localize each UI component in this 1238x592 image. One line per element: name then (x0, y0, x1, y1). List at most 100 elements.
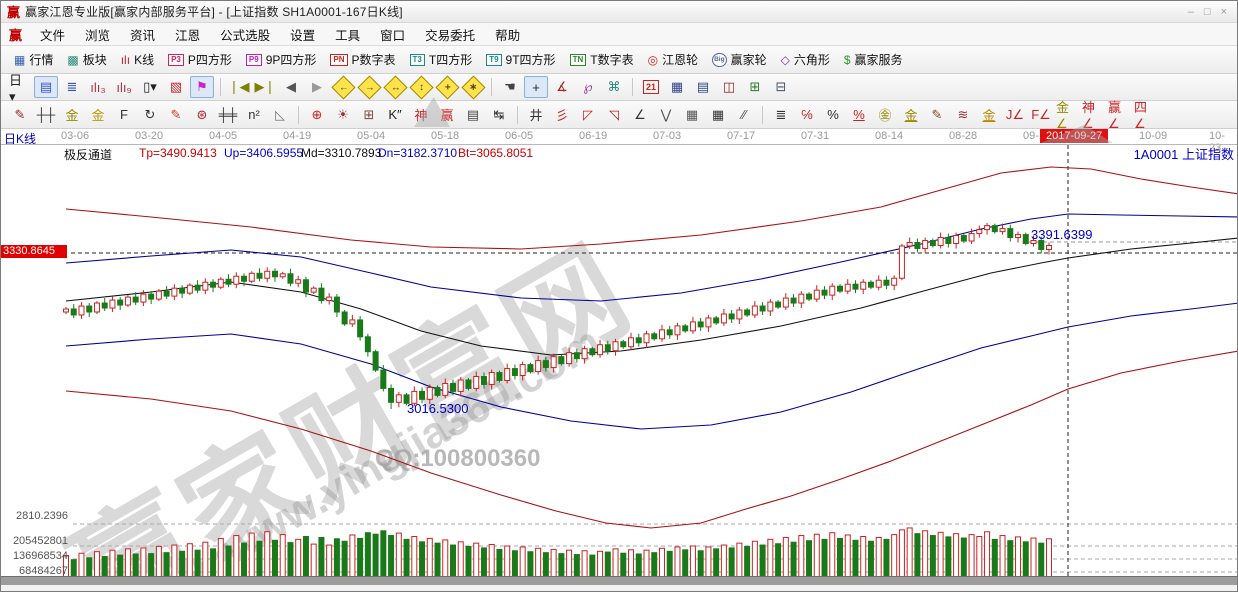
rays-tool[interactable]: 彡 (555, 108, 569, 123)
shen-gann-tool[interactable]: 神 (414, 108, 428, 123)
zoom-v-diamond[interactable]: ↕ (408, 74, 434, 100)
crosshair-tool[interactable]: + (524, 76, 548, 98)
export-tool[interactable]: ⊞ (749, 79, 761, 94)
red-pattern-tool[interactable]: ▧ (169, 79, 183, 94)
slant-tool[interactable]: ∕∕ (741, 107, 747, 122)
grid123-tool[interactable]: ▤ (466, 106, 480, 122)
wave-tool[interactable]: ≋ (957, 106, 969, 122)
star-tool[interactable]: ☀ (337, 106, 349, 122)
ribbon-tool[interactable]: ℘ (583, 79, 593, 94)
shift-right-diamond[interactable]: → (356, 74, 382, 100)
print-tool[interactable]: ⊟ (775, 79, 787, 94)
grid-arrow-tool[interactable]: ▦ (711, 106, 725, 122)
ying-angle-tool[interactable]: 赢∠ (1108, 100, 1122, 131)
gann-circle-tool[interactable]: ⊛ (196, 106, 208, 122)
triangle-tool[interactable]: ◺ (275, 106, 285, 122)
menu-交易委托[interactable]: 交易委托 (425, 28, 476, 43)
hatch2-tool[interactable]: ╪╪ (218, 107, 238, 122)
gann-wheel-button[interactable]: ◎ 江恩轮 (641, 48, 706, 71)
pattern-tool[interactable]: ▤ (34, 76, 58, 98)
calculator-tool[interactable]: ▦ (670, 79, 684, 94)
menu-文件[interactable]: 文件 (40, 28, 66, 43)
p-square-button[interactable]: P3 P四方形 (161, 48, 239, 71)
pct-tool[interactable]: % (827, 107, 839, 122)
close-button[interactable]: × (1220, 5, 1227, 18)
f-gann-tool[interactable]: F (120, 107, 128, 122)
j-angle-tool[interactable]: J∠ (1005, 106, 1025, 122)
gold-angle-tool[interactable]: 金∠ (1056, 100, 1070, 131)
doc-tool[interactable]: ≣ (66, 79, 78, 94)
period-day-button[interactable]: 日 ▾ (9, 72, 23, 104)
menu-浏览[interactable]: 浏览 (85, 28, 111, 43)
net-tool[interactable]: ⌘ (607, 79, 621, 94)
quotes-button[interactable]: ▦ 行情 (7, 48, 60, 71)
vlines-tool[interactable]: ⋁ (660, 106, 672, 122)
candle-type-button[interactable]: ▯▾ (143, 79, 157, 94)
sectors-button[interactable]: ▩ 板块 (60, 48, 113, 71)
gold-lines-tool[interactable]: 金 (904, 108, 918, 123)
p-table-button[interactable]: PN P数字表 (323, 48, 402, 71)
ruler-tool[interactable]: ≣ (775, 106, 787, 122)
zoom-out-diamond[interactable]: ∗ (460, 74, 486, 100)
zoom-in-diamond[interactable]: + (434, 74, 460, 100)
ying-gann-tool[interactable]: 赢 (440, 108, 454, 123)
gold-gann-tool[interactable]: 金 (65, 108, 79, 123)
menu-资讯[interactable]: 资讯 (130, 28, 156, 43)
angle-pen-tool[interactable]: ∡ (556, 79, 568, 94)
pen-tool[interactable]: ✎ (170, 106, 182, 122)
next-button[interactable]: ▶ (312, 79, 322, 94)
hexagon-button[interactable]: ◇ 六角形 (774, 48, 837, 71)
circle-gold-tool[interactable]: ㊎ (878, 108, 892, 123)
circle-cross-tool[interactable]: ⊕ (311, 106, 323, 122)
shift-left-diamond[interactable]: ← (330, 74, 356, 100)
pct-line-tool[interactable]: % (853, 107, 865, 122)
menu-窗口[interactable]: 窗口 (380, 28, 406, 43)
last-button[interactable]: ▶❘ (254, 79, 276, 94)
menu-工具[interactable]: 工具 (335, 28, 361, 43)
chart-area[interactable]: 赢家财富网 www.yingjia360.com QQ:100800360 日K… (1, 129, 1237, 585)
angle-tool[interactable]: ∠ (634, 106, 646, 122)
gold-line2-tool[interactable]: 金 (982, 108, 996, 123)
winner-service-button[interactable]: $ 赢家服务 (837, 48, 910, 71)
menu-帮助[interactable]: 帮助 (495, 28, 521, 43)
zoom-h-diamond[interactable]: ↔ (382, 74, 408, 100)
kline-button[interactable]: ılı K线 (114, 48, 161, 71)
maximize-button[interactable]: □ (1203, 5, 1211, 18)
pan-hand-tool[interactable]: ☚ (504, 79, 516, 94)
corner-rays-tool[interactable]: ◸ (583, 106, 593, 122)
k-quote-tool[interactable]: K″ (388, 107, 402, 122)
minimize-button[interactable]: – (1187, 5, 1194, 18)
span-arrows-tool[interactable]: ↹ (493, 106, 505, 122)
brush-tool[interactable]: ✎ (14, 106, 26, 122)
f-angle-tool[interactable]: F∠ (1031, 106, 1051, 122)
si-angle-tool[interactable]: 四∠ (1134, 100, 1148, 131)
grid-tool[interactable]: ▦ (685, 106, 699, 122)
t-table-button[interactable]: TN T数字表 (563, 48, 641, 71)
winner-wheel-button[interactable]: Big 赢家轮 (705, 48, 774, 71)
chart9-tool[interactable]: ılı₉ (116, 79, 132, 95)
9p-square-button[interactable]: P9 9P四方形 (239, 48, 323, 71)
calendar-tool[interactable]: 21 (639, 76, 663, 98)
hatch-tool[interactable]: ┼┼ (36, 107, 56, 122)
pct7-tool[interactable]: ℅ (801, 107, 813, 122)
notes-tool[interactable]: ▤ (696, 79, 710, 94)
shen-angle-tool[interactable]: 神∠ (1082, 100, 1096, 131)
menu-设置[interactable]: 设置 (290, 28, 316, 43)
save-tool[interactable]: ◫ (722, 79, 736, 94)
prev-button[interactable]: ◀ (286, 79, 296, 94)
gold-gann2-tool[interactable]: 金 (91, 108, 105, 123)
spiral-tool[interactable]: ↻ (144, 106, 156, 122)
frame-tool[interactable]: 井 (529, 108, 543, 123)
9t-square-button[interactable]: T9 9T四方形 (479, 48, 562, 71)
flag-tool[interactable]: ⚑ (190, 76, 214, 98)
t-square-button[interactable]: T3 T四方形 (403, 48, 480, 71)
pen2-tool[interactable]: ✎ (931, 106, 943, 122)
n2-tool[interactable]: n² (248, 107, 260, 122)
menu-江恩[interactable]: 江恩 (175, 28, 201, 43)
chart3-tool[interactable]: ılı₃ (90, 79, 106, 95)
bottom-scrollbar[interactable] (1, 576, 1237, 585)
corner-rays2-tool[interactable]: ◹ (609, 106, 619, 122)
menu-公式选股[interactable]: 公式选股 (220, 28, 271, 43)
grid-target-tool[interactable]: ⊞ (363, 106, 375, 122)
first-button[interactable]: ❘◀ (228, 79, 250, 94)
